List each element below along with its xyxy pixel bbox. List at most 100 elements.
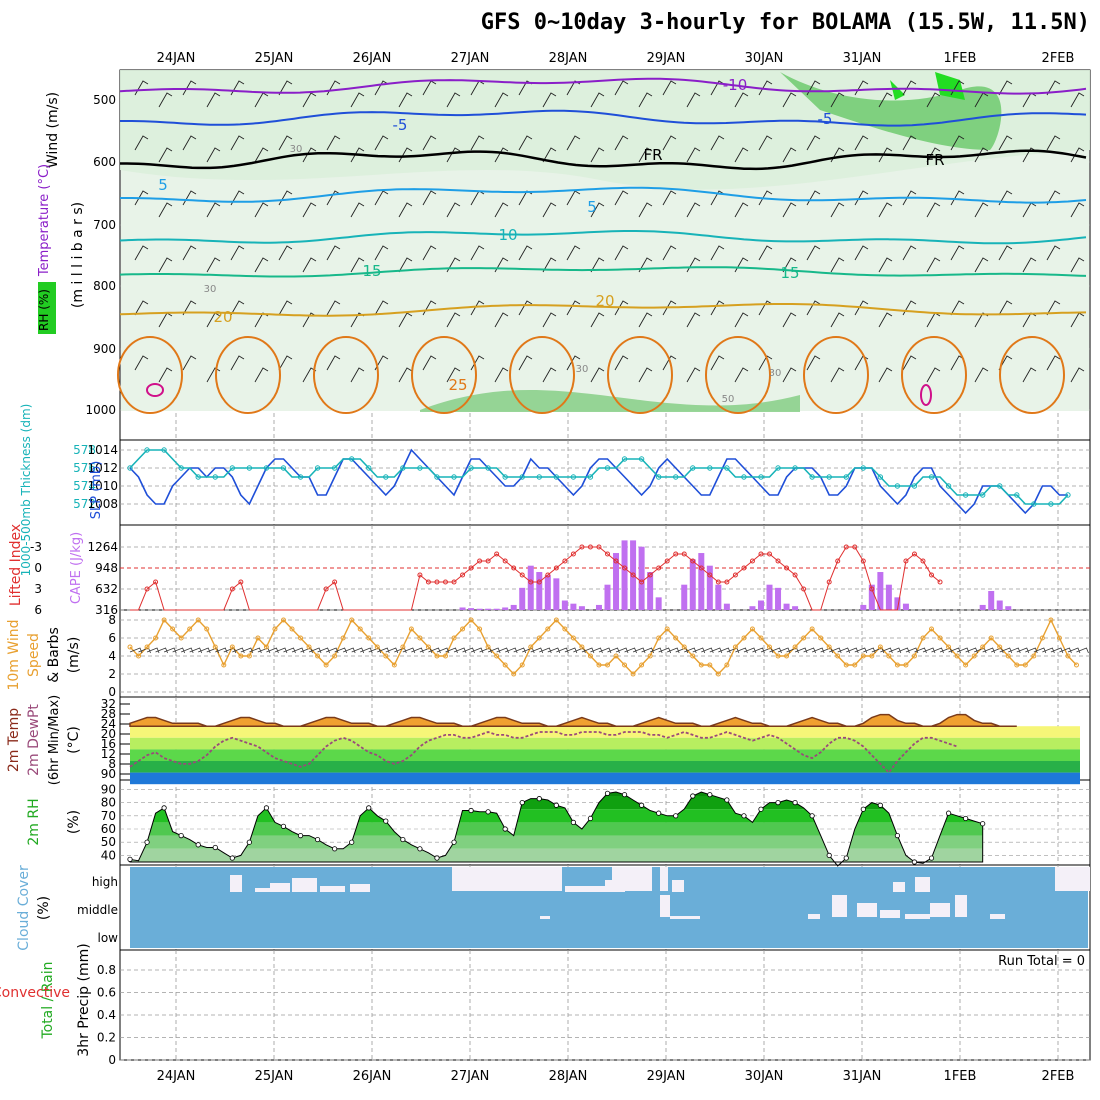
wind-barb-10m [240,647,254,654]
contour-25-loop [117,336,183,414]
cloud-mid-block [832,895,847,917]
wind-barb-10m [1033,647,1047,654]
lifted-index-point [229,586,235,592]
cape-bar [979,604,986,610]
wind-barb [998,245,1013,261]
lifted-index-point [920,558,926,564]
thickness-series-point [894,483,901,489]
wind-speed-point [545,626,551,632]
wind-barb [686,312,701,328]
wind-speed-point [195,617,201,623]
rh2m-point [161,805,167,811]
lifted-index-point [630,572,636,578]
wind-speed-point [136,653,142,659]
rh2m-point [690,793,696,799]
wind-speed-point [767,644,773,650]
wind-barb-10m [181,647,194,654]
wind-barb-10m [402,647,416,654]
wind-barb [182,80,197,96]
lifted-index-point [775,558,781,564]
contour-label: 30 [576,364,589,375]
cloud-high-block [320,886,345,892]
wind-barb [1070,257,1085,273]
wind-barb-10m [215,647,228,654]
rh2m-point [332,846,338,852]
rh2m-point [127,856,133,862]
wind-speed-point [366,635,372,641]
wind-speed-point [255,635,261,641]
rh2m-point [536,796,542,802]
thickness-series-point [911,483,918,489]
wind-speed-point [622,662,628,668]
thickness-series-point [1014,492,1020,498]
thickness-series-point [195,474,201,480]
wind-barb [254,257,269,273]
wind-barb [302,147,317,163]
wind-speed-point [434,653,440,659]
wind-barb [1070,202,1085,218]
contour-label: 5 [158,176,168,194]
wind-barb-10m [692,647,706,654]
wind-barb [326,135,341,151]
contour-label: 10 [498,226,517,244]
wind-speed-point [221,662,227,668]
thickness-series-point [263,465,270,471]
rh2m-point [383,818,389,824]
wind-speed-point [775,653,781,659]
cape-bar [655,597,662,610]
wind-barb-10m [266,647,279,654]
date-label-top: 31JAN [843,51,882,66]
thickness-series-point [451,474,457,480]
wind-barb [1046,135,1061,151]
wind-barb [854,190,869,206]
cape-bar [894,597,901,610]
cloud-high-block [915,877,930,892]
wind-barb [158,367,173,383]
wind-barb [422,245,437,261]
rh2m-point [349,839,355,845]
thickness-series-point [502,474,508,480]
ylabel-rh2m: 2m RH [26,798,42,845]
temp-color-band [130,761,1080,773]
thickness-series-point [843,474,849,480]
wind-speed-point [852,662,858,668]
wind-barb [614,80,629,96]
wind-barb [518,355,533,371]
wind-speed-point [639,662,645,668]
precip-tick: 0.4 [97,1008,116,1022]
wind-barb-10m [505,647,518,654]
wind-barb [830,257,845,273]
wind-speed-point [1005,653,1011,659]
wind-barb [566,300,581,316]
wind-barb-10m [436,647,450,654]
wind-barb-10m [624,647,637,654]
wind-speed-point [946,644,952,650]
wind-barb [278,135,293,151]
wind-barb [134,190,149,206]
thickness-series-point [348,456,355,462]
lifted-index-point [929,572,935,578]
contour-30-loop [146,383,164,397]
rh2m-point [195,842,201,848]
wind-barb-10m [888,647,902,654]
wind-speed-point [468,617,474,623]
rh-legend-swatch [38,282,56,334]
rh2m-point [587,815,594,822]
wind-barb-10m [189,647,203,654]
lifted-index-point [758,551,764,557]
wind-barb-10m [982,647,996,654]
thickness-series-point [212,474,218,480]
rh2m-point [451,839,457,845]
wind-barb-10m [1025,647,1038,654]
wind-barb-10m [530,647,544,654]
cape-bar [553,578,560,610]
dewpt2m-series [129,731,958,774]
wind-speed-point [306,644,312,650]
lifted-index-tick: 6 [34,603,42,617]
wind-speed-point [238,653,244,659]
cloud-mid-block [857,903,877,917]
wind-barb [398,367,413,383]
contour-25-loop [313,336,379,414]
ylabel-pressure: (m i l l i b a r s) [70,202,86,308]
wind-barb-10m [905,647,919,654]
